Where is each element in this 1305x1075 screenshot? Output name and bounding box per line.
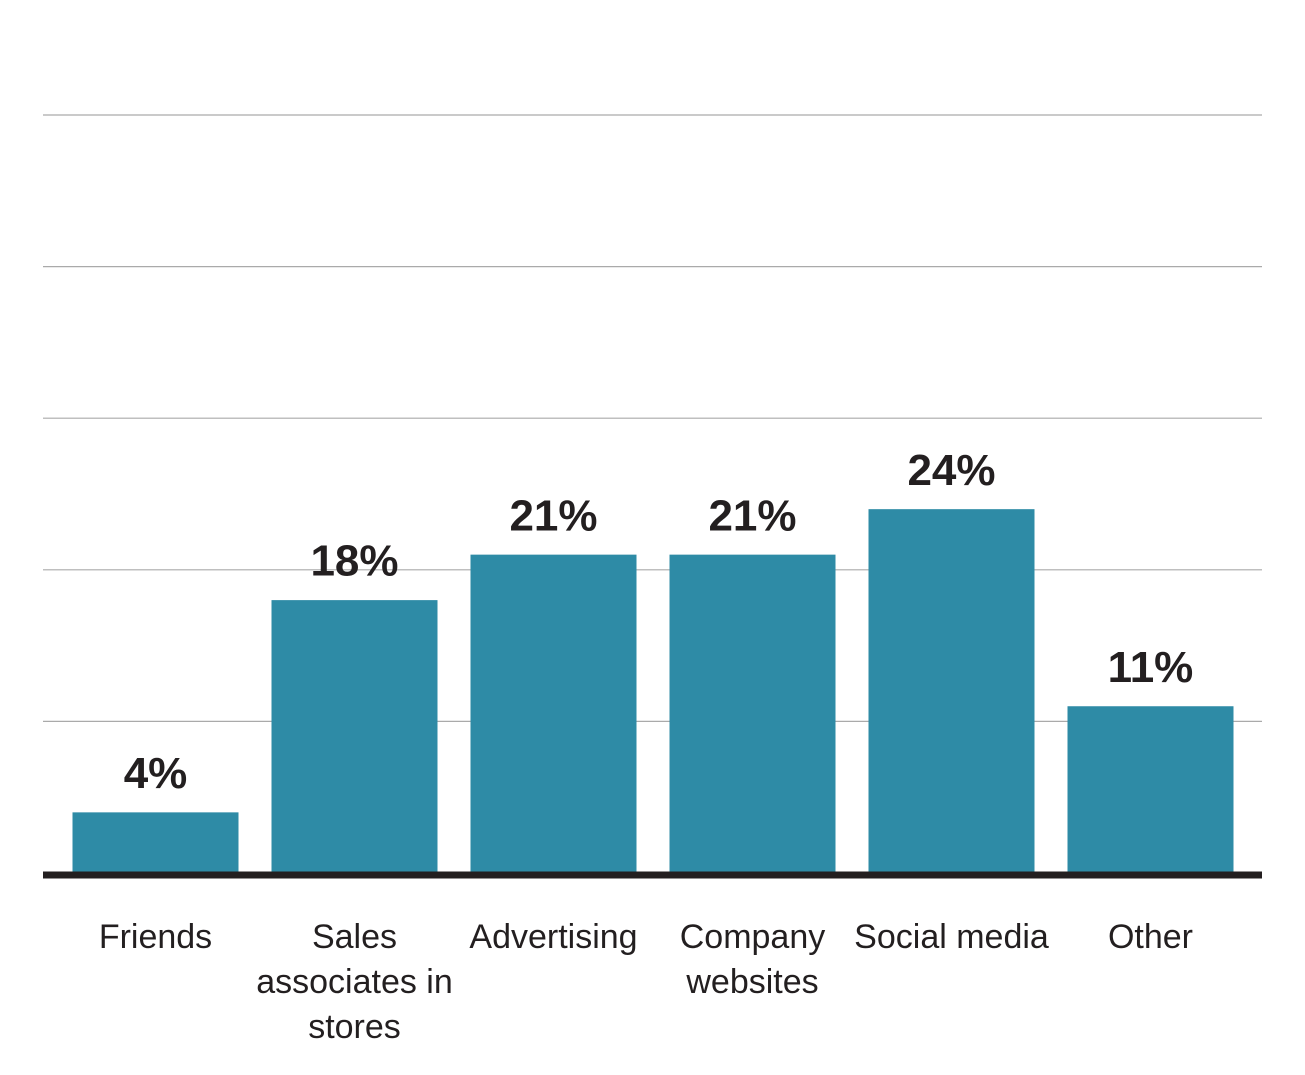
x-tick-label: Friends <box>98 918 213 956</box>
x-tick-label: Advertising <box>469 918 638 956</box>
value-label: 18% <box>310 537 398 586</box>
bar <box>669 554 836 873</box>
x-tick-label: Company websites <box>679 918 826 1001</box>
x-tick-label: Social media <box>854 918 1049 956</box>
value-label: 21% <box>708 491 796 540</box>
x-tick-label: Sales associates in stores <box>256 918 453 1046</box>
value-label: 4% <box>124 749 188 798</box>
bar <box>1067 706 1234 873</box>
value-label: 21% <box>509 491 597 540</box>
bar <box>271 600 438 873</box>
value-label: 11% <box>1108 643 1194 692</box>
bar <box>868 509 1035 873</box>
bar <box>470 554 637 873</box>
x-tick-label: Other <box>1107 918 1194 956</box>
bar <box>72 812 239 873</box>
value-label: 24% <box>907 446 995 495</box>
